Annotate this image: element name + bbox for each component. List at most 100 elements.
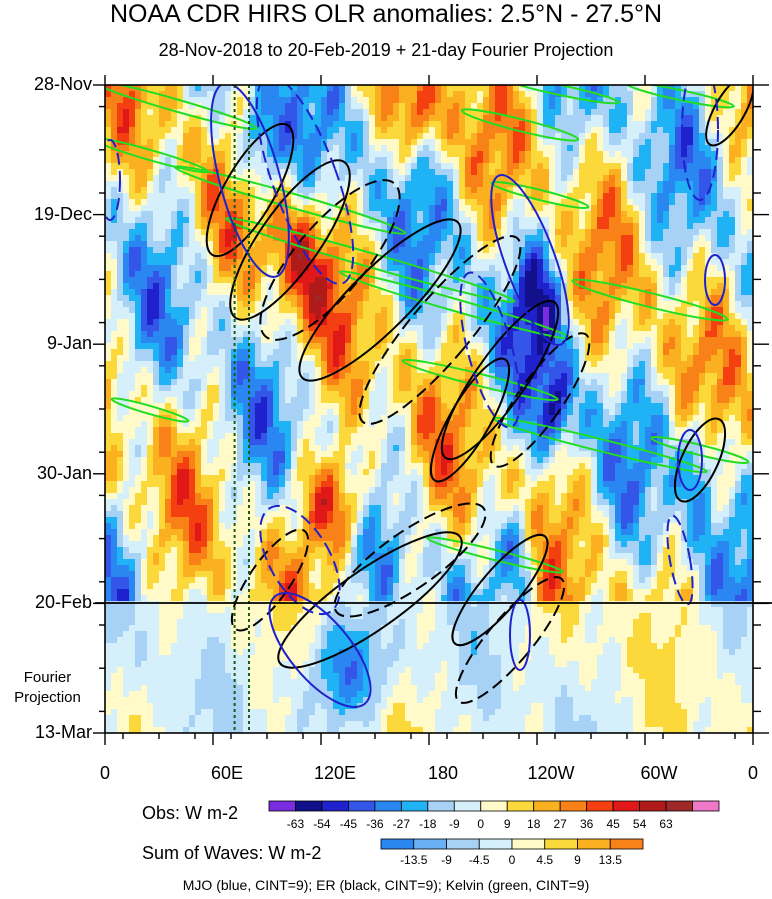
olr-cell [579, 289, 586, 296]
olr-cell [429, 169, 436, 176]
olr-cell [363, 247, 370, 254]
olr-cell [555, 151, 562, 158]
olr-cell [615, 247, 622, 254]
olr-cell [177, 181, 184, 188]
olr-cell [315, 187, 322, 194]
olr-cell [315, 253, 322, 260]
olr-cell [639, 109, 646, 116]
olr-cell [339, 151, 346, 158]
olr-cell [651, 127, 658, 134]
olr-cell [567, 91, 574, 98]
olr-cell [681, 283, 688, 290]
olr-cell [129, 199, 136, 206]
olr-cell [459, 259, 466, 266]
olr-cell [531, 199, 538, 206]
olr-cell [393, 187, 400, 194]
olr-cell [267, 157, 274, 164]
olr-cell [279, 289, 286, 296]
olr-cell [555, 229, 562, 236]
olr-cell [549, 277, 556, 284]
olr-cell [309, 85, 316, 92]
olr-cell [159, 307, 166, 314]
olr-cell [489, 115, 496, 122]
olr-cell [579, 265, 586, 272]
olr-cell [255, 331, 262, 338]
olr-cell [405, 355, 412, 362]
olr-cell [627, 355, 634, 362]
olr-cell [441, 205, 448, 212]
olr-cell [717, 85, 724, 92]
olr-cell [639, 247, 646, 254]
olr-cell [237, 313, 244, 320]
olr-cell [429, 109, 436, 116]
olr-cell [249, 337, 256, 344]
olr-cell [105, 103, 112, 110]
olr-cell [573, 109, 580, 116]
olr-cell [129, 259, 136, 266]
olr-cell [321, 349, 328, 356]
olr-cell [687, 283, 694, 290]
olr-cell [345, 157, 352, 164]
olr-cell [747, 325, 753, 332]
olr-cell [225, 109, 232, 116]
olr-cell [477, 277, 484, 284]
olr-cell [375, 211, 382, 218]
olr-cell [111, 283, 118, 290]
olr-cell [453, 313, 460, 320]
olr-cell [165, 313, 172, 320]
olr-cell [699, 313, 706, 320]
olr-cell [213, 331, 220, 338]
olr-cell [663, 313, 670, 320]
olr-cell [627, 349, 634, 356]
olr-cell [435, 271, 442, 278]
olr-cell [735, 277, 742, 284]
olr-cell [129, 289, 136, 296]
olr-cell [159, 139, 166, 146]
olr-cell [255, 205, 262, 212]
olr-cell [267, 241, 274, 248]
olr-cell [321, 337, 328, 344]
olr-cell [471, 277, 478, 284]
olr-cell [681, 193, 688, 200]
olr-cell [483, 349, 490, 356]
olr-cell [483, 325, 490, 332]
olr-cell [717, 277, 724, 284]
olr-cell [705, 277, 712, 284]
olr-cell [129, 103, 136, 110]
olr-cell [693, 319, 700, 326]
olr-cell [585, 127, 592, 134]
olr-cell [585, 307, 592, 314]
olr-cell [471, 211, 478, 218]
olr-cell [519, 259, 526, 266]
olr-cell [225, 97, 232, 104]
olr-cell [141, 199, 148, 206]
olr-cell [531, 211, 538, 218]
olr-cell [669, 277, 676, 284]
olr-cell [717, 349, 724, 356]
olr-cell [369, 349, 376, 356]
olr-cell [693, 331, 700, 338]
olr-cell [609, 205, 616, 212]
olr-cell [609, 217, 616, 224]
olr-cell [219, 277, 226, 284]
olr-cell [261, 349, 268, 356]
olr-cell [465, 271, 472, 278]
olr-cell [579, 301, 586, 308]
olr-cell [747, 271, 753, 278]
chart-subtitle: 28-Nov-2018 to 20-Feb-2019 + 21-day Four… [158, 40, 614, 60]
olr-cell [531, 133, 538, 140]
olr-cell [447, 163, 454, 170]
olr-cell [285, 109, 292, 116]
olr-cell [567, 133, 574, 140]
olr-cell [381, 139, 388, 146]
olr-cell [375, 355, 382, 362]
olr-cell [675, 289, 682, 296]
olr-cell [579, 355, 586, 362]
olr-cell [387, 115, 394, 122]
olr-cell [111, 187, 118, 194]
olr-cell [213, 145, 220, 152]
olr-cell [117, 133, 124, 140]
olr-cell [393, 199, 400, 206]
olr-cell [597, 307, 604, 314]
olr-cell [567, 109, 574, 116]
